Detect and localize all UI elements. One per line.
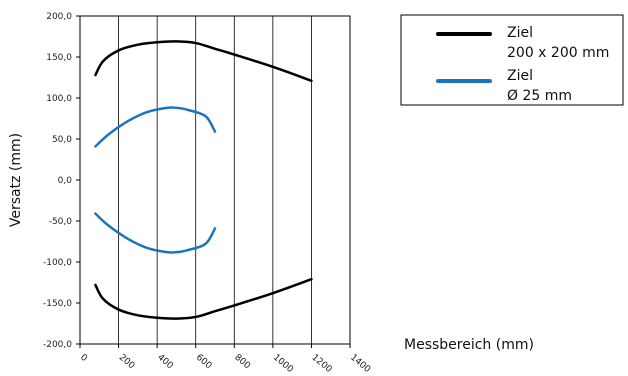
legend-entry-black-line2: 200 x 200 mm: [507, 45, 609, 61]
x-axis-ticks: 0 200 400 600 800 1000 1200 1400: [78, 344, 372, 375]
x-tick-label: 1400: [348, 353, 372, 376]
y-tick-label: -150,0: [43, 299, 72, 309]
y-tick-label: 100,0: [46, 94, 72, 104]
series-lines: [94, 40, 313, 320]
y-tick-label: -200,0: [43, 340, 72, 350]
y-axis-label: Versatz (mm): [8, 133, 24, 227]
legend: Ziel 200 x 200 mm Ziel Ø 25 mm: [400, 14, 624, 106]
series-1-branch-upper: [94, 106, 217, 148]
legend-entry-blue-line1: Ziel: [507, 68, 533, 84]
series-1-branch-lower: [94, 212, 217, 254]
x-tick-label: 1000: [271, 353, 295, 376]
x-tick-label: 800: [232, 353, 252, 372]
y-tick-label: -50,0: [49, 217, 73, 227]
x-tick-label: 400: [155, 353, 175, 372]
x-axis-label: Messbereich (mm): [404, 337, 534, 353]
y-tick-label: 50,0: [52, 135, 72, 145]
legend-box: [400, 14, 624, 106]
y-tick-label: 200,0: [46, 12, 72, 22]
x-tick-label: 0: [78, 353, 89, 365]
legend-entry-blue-line2: Ø 25 mm: [507, 88, 572, 104]
legend-entry-black-line1: Ziel: [507, 25, 533, 41]
plot-frame: [79, 15, 351, 345]
grid: [118, 16, 312, 344]
x-tick-label: 600: [194, 353, 214, 372]
y-axis-ticks: 200,0 150,0 100,0 50,0 0,0 -50,0 -100,0 -150,0 -…: [43, 12, 80, 350]
y-tick-label: -100,0: [43, 258, 72, 268]
x-tick-label: 200: [117, 353, 137, 372]
y-tick-label: 0,0: [58, 176, 73, 186]
series-0-branch-lower: [94, 277, 313, 320]
series-0-branch-upper: [94, 40, 313, 83]
y-tick-label: 150,0: [46, 53, 72, 63]
x-tick-label: 1200: [310, 353, 334, 376]
